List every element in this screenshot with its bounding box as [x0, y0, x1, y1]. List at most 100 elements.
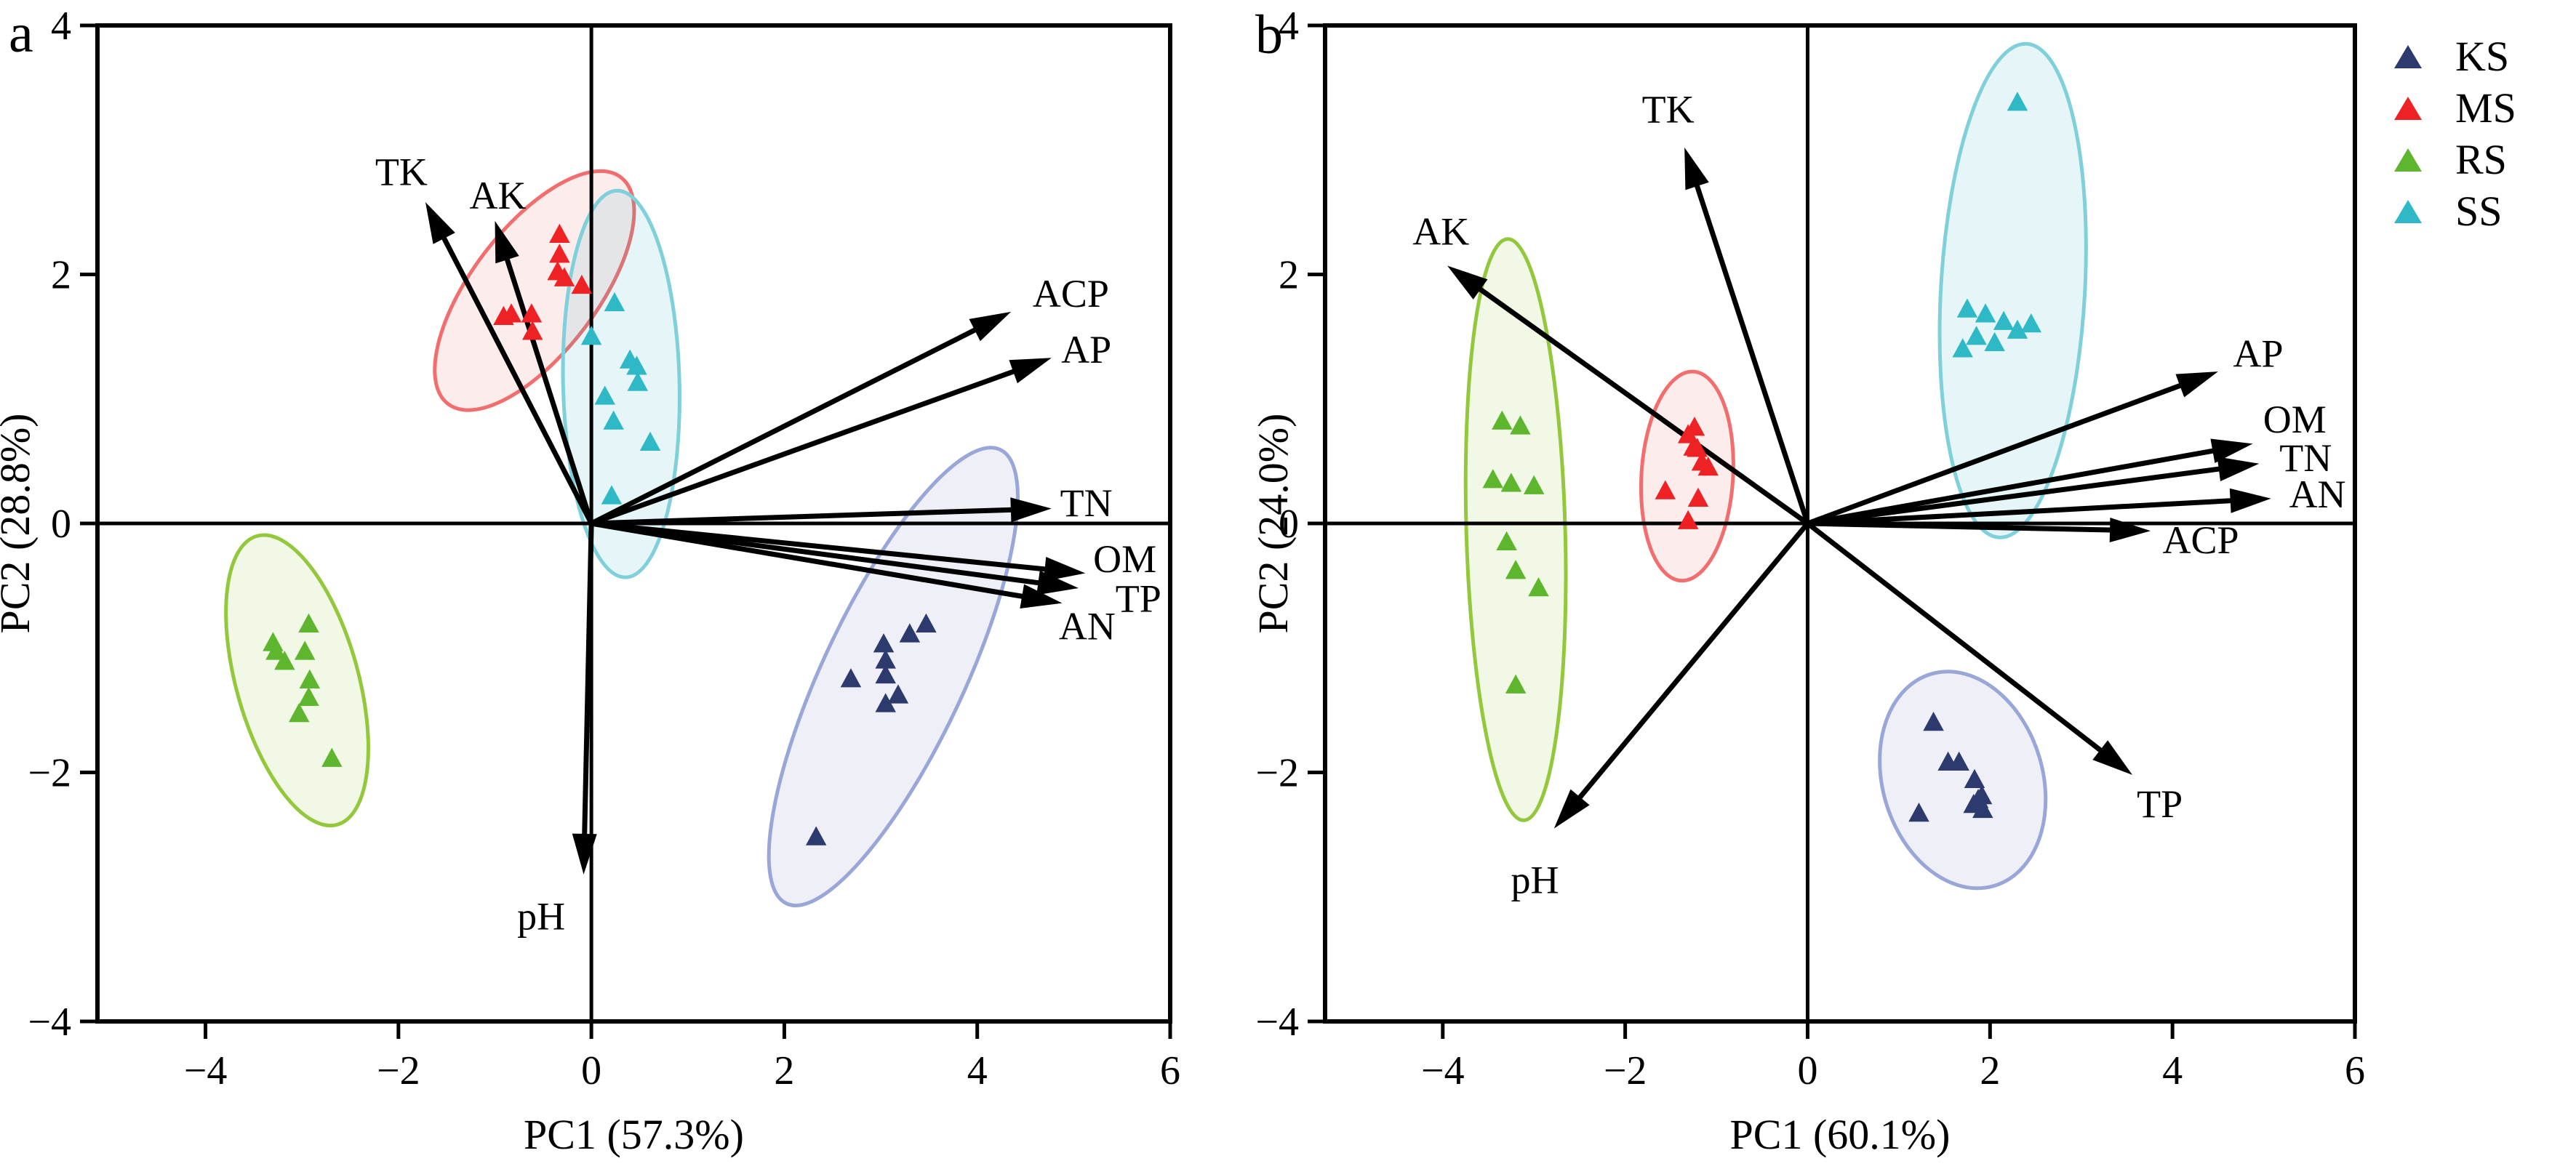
triangle-marker-icon	[2394, 44, 2422, 68]
x-tick-label: 2	[1980, 1048, 2000, 1093]
y-axis-title: PC2 (24.0%)	[1249, 414, 1297, 634]
data-point-KS	[875, 693, 896, 712]
y-tick-label: −4	[1255, 1000, 1299, 1045]
arrow-TN: TN	[1807, 436, 2332, 526]
ks-marker-icon	[2394, 44, 2422, 68]
data-point-RS	[1482, 469, 1504, 489]
data-point-KS	[1908, 803, 1929, 822]
arrow-label-pH: pH	[1511, 859, 1559, 902]
arrowhead-icon	[495, 220, 519, 264]
data-point-SS	[2007, 92, 2028, 111]
data-point-SS	[1956, 298, 1978, 318]
data-point-RS	[1523, 475, 1545, 494]
y-tick-label: −2	[1255, 751, 1299, 796]
group-ellipses	[1463, 41, 2088, 891]
data-point-MS	[571, 274, 593, 294]
y-axis-ticks: 4 2 0 −2 −4	[1255, 4, 1325, 1045]
legend-label-rs: RS	[2455, 135, 2507, 183]
panel-label-b: b	[1255, 4, 1283, 65]
arrowhead-icon	[1043, 556, 1086, 582]
data-point-MS	[1687, 487, 1709, 507]
data-point-KS	[916, 613, 937, 632]
x-tick-label: −2	[1604, 1048, 1647, 1093]
ss-marker-icon	[2394, 199, 2422, 223]
data-point-RS	[288, 703, 310, 723]
legend-item-rs: RS	[2393, 134, 2516, 185]
arrowhead-icon	[425, 202, 455, 244]
data-point-SS	[601, 485, 623, 505]
triangle-marker-icon	[2394, 199, 2422, 223]
arrow-label-AN: AN	[1059, 604, 1116, 648]
ellipse-MS	[1639, 369, 1735, 583]
legend-item-ms: MS	[2393, 82, 2516, 134]
data-point-SS	[1952, 338, 1973, 358]
arrow-pH: pH	[517, 523, 597, 938]
x-tick-label: 2	[774, 1048, 794, 1093]
panel-label-a: a	[9, 3, 33, 64]
data-point-MS	[1655, 480, 1676, 499]
data-point-SS	[639, 431, 661, 451]
data-point-SS	[580, 326, 602, 345]
data-point-SS	[603, 410, 624, 430]
arrow-ACP: ACP	[1807, 518, 2239, 562]
arrow-TK: TK	[375, 150, 594, 525]
arrowhead-icon	[1553, 789, 1590, 829]
data-point-SS	[594, 385, 615, 405]
arrow-shaft	[1807, 447, 2217, 526]
data-point-SS	[1984, 332, 2005, 351]
arrow-TK: TK	[1642, 88, 1810, 525]
data-point-RS	[294, 640, 316, 660]
y-axis-title: PC2 (28.8%)	[0, 414, 39, 634]
arrowhead-icon	[1020, 584, 1063, 609]
triangle-marker-icon	[2394, 96, 2422, 120]
data-point-MS	[1687, 438, 1708, 457]
x-tick-label: 6	[1160, 1048, 1180, 1093]
data-point-KS	[899, 623, 921, 643]
arrow-TP: TP	[591, 521, 1161, 621]
data-point-SS	[627, 371, 649, 391]
rs-marker-icon	[2394, 148, 2422, 172]
x-tick-label: 4	[2162, 1048, 2183, 1093]
legend-label-ms: MS	[2455, 84, 2516, 132]
arrowhead-icon	[969, 311, 1012, 342]
arrow-label-AN: AN	[2289, 473, 2346, 516]
arrow-shaft	[1807, 497, 2235, 526]
arrow-AP: AP	[1807, 332, 2284, 526]
arrow-label-ACP: ACP	[1033, 272, 1109, 316]
data-point-RS	[1505, 674, 1527, 694]
data-point-RS	[265, 640, 287, 660]
arrowhead-icon	[2229, 488, 2271, 513]
data-point-SS	[1993, 310, 2015, 330]
series-KS	[1908, 712, 1993, 822]
ellipse-SS	[1937, 41, 2088, 539]
series-MS	[1655, 417, 1719, 529]
ellipse-RS	[224, 533, 370, 828]
data-point-KS	[1967, 789, 1989, 808]
arrow-shaft	[591, 521, 1027, 600]
data-point-KS	[887, 684, 909, 704]
y-tick-label: 4	[1279, 4, 1299, 49]
x-axis-title: PC1 (60.1%)	[1730, 1111, 1951, 1158]
y-tick-label: 2	[51, 253, 71, 298]
y-tick-label: 4	[51, 4, 71, 49]
arrow-AK: AK	[1412, 209, 1809, 526]
data-point-MS	[553, 267, 575, 286]
arrow-TN: TN	[591, 481, 1113, 526]
arrowhead-icon	[1684, 147, 1709, 190]
series-RS	[1482, 410, 1549, 694]
ms-marker-icon	[2394, 96, 2422, 120]
arrow-ACP: ACP	[590, 272, 1109, 526]
arrow-shaft	[1575, 521, 1810, 803]
x-tick-label: −4	[1421, 1048, 1465, 1093]
y-tick-label: 0	[51, 502, 71, 547]
arrow-AK: AK	[469, 174, 594, 525]
arrow-AP: AP	[590, 328, 1111, 526]
data-point-MS	[500, 303, 522, 323]
y-tick-label: −2	[28, 751, 71, 796]
arrow-shaft	[1806, 521, 2105, 755]
data-point-KS	[840, 668, 862, 688]
legend-item-ks: KS	[2393, 31, 2516, 82]
